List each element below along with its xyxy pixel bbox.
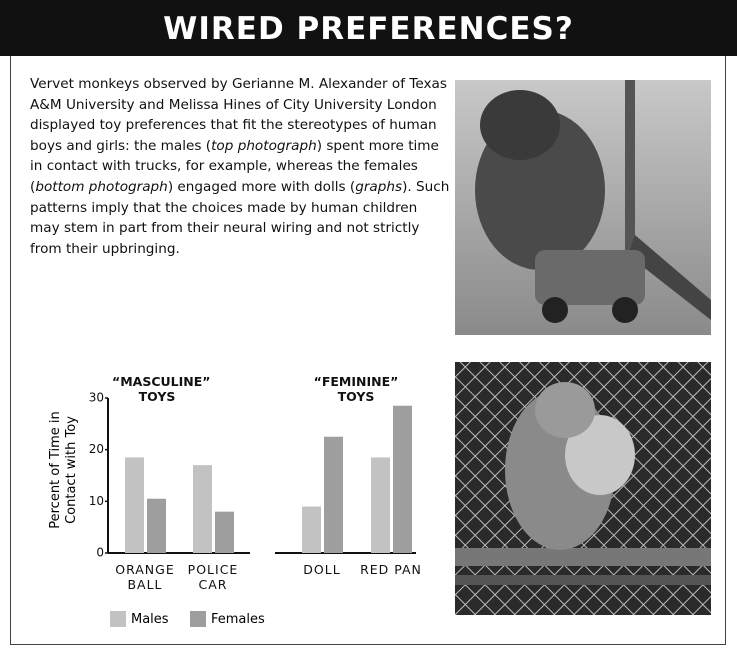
legend-label: Females: [211, 611, 265, 627]
text: ). Such patterns imply that the choices …: [30, 178, 450, 257]
bar: [324, 436, 343, 553]
x-tick-label: DOLL: [303, 562, 341, 577]
y-tick-label: 30: [89, 391, 104, 405]
bar: [147, 498, 166, 553]
top-photo: [455, 80, 711, 335]
bar: [215, 511, 234, 553]
legend-swatch: [110, 611, 126, 627]
paragraph: Vervet monkeys observed by Gerianne M. A…: [30, 74, 450, 259]
group-label: “MASCULINE” TOYS: [112, 374, 211, 404]
header-title: WIRED PREFERENCES?: [0, 0, 737, 56]
x-tick-label: POLICE CAR: [187, 562, 239, 592]
italic-text: top photograph: [211, 137, 317, 154]
y-tick-label: 20: [89, 442, 104, 456]
italic-text: graphs: [355, 178, 403, 195]
x-tick-label: RED PAN: [360, 562, 422, 577]
bottom-photo: [455, 362, 711, 615]
italic-text: bottom photograph: [35, 178, 168, 195]
y-axis-label: Percent of Time in Contact with Toy: [48, 411, 79, 529]
text: ) spent more time in contact with trucks…: [30, 137, 439, 195]
text: Vervet monkeys observed by Gerianne M. A…: [30, 76, 447, 154]
y-tick-label: 10: [89, 494, 104, 508]
x-tick-label: ORANGE BALL: [115, 562, 175, 592]
legend-swatch: [190, 611, 206, 627]
group-label: “FEMININE” TOYS: [313, 374, 399, 404]
bar: [193, 465, 212, 553]
bar: [371, 457, 390, 553]
legend-label: Males: [131, 611, 169, 627]
frame: [10, 56, 726, 645]
legend-item: Males: [110, 611, 169, 627]
legend-item: Females: [190, 611, 265, 627]
bar: [302, 506, 321, 553]
text: ) engaged more with dolls (: [167, 178, 356, 195]
y-tick-label: 0: [96, 546, 104, 560]
bar: [393, 405, 412, 553]
bar: [125, 457, 144, 553]
